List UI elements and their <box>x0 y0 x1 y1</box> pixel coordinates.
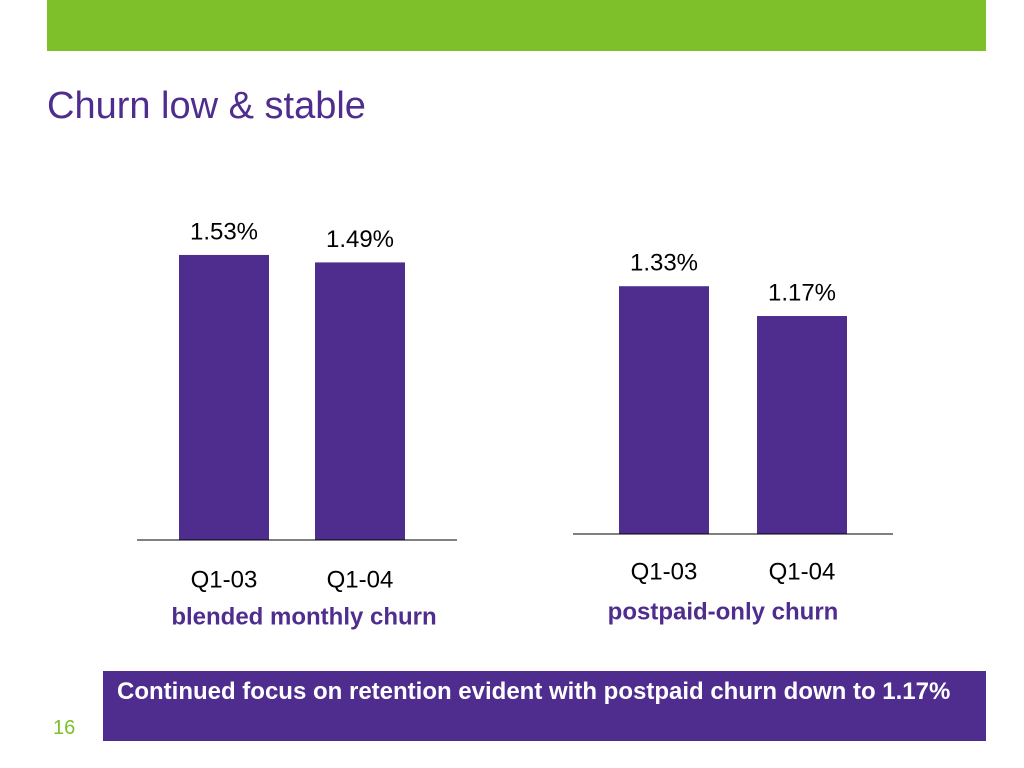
bar-q1-04 <box>757 316 847 534</box>
data-label: 1.17% <box>768 279 836 306</box>
x-tick-label: Q1-03 <box>191 566 258 593</box>
slide-title: Churn low & stable <box>47 85 366 127</box>
callout-text: Continued focus on retention evident wit… <box>117 678 951 705</box>
bar-q1-03 <box>179 254 269 540</box>
bar-q1-04 <box>315 262 405 540</box>
x-tick-label: Q1-04 <box>769 558 836 585</box>
chart-caption: postpaid-only churn <box>608 598 839 625</box>
callout-box: Continued focus on retention evident wit… <box>103 671 986 741</box>
x-tick-label: Q1-03 <box>631 558 698 585</box>
x-tick-label: Q1-04 <box>327 566 394 593</box>
page-number: 16 <box>53 717 76 739</box>
bar-q1-03 <box>619 286 709 534</box>
top-accent-bar <box>47 0 986 51</box>
data-label: 1.33% <box>630 250 698 277</box>
data-label: 1.49% <box>326 226 394 253</box>
chart-caption: blended monthly churn <box>171 603 436 630</box>
data-label: 1.53% <box>190 218 258 245</box>
